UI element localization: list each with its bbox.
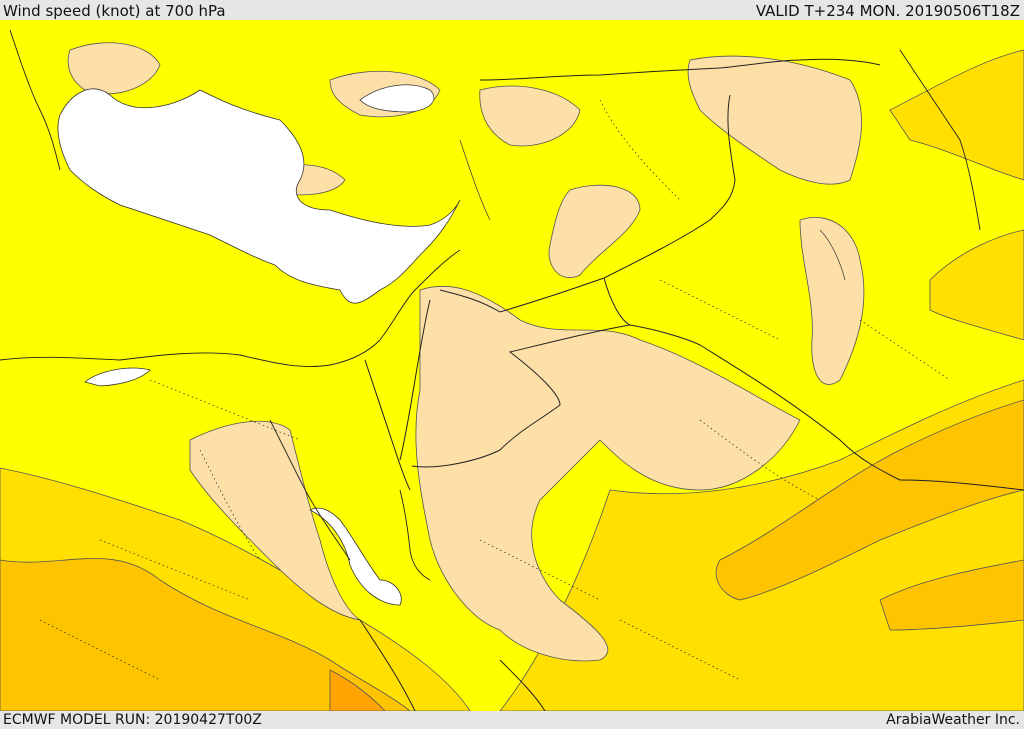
credit-label: ArabiaWeather Inc.	[886, 712, 1020, 728]
wind-band-orange-southeast-2	[879, 559, 1024, 631]
header-bar: Wind speed (knot) at 700 hPa VALID T+234…	[0, 0, 1024, 20]
rivers	[459, 139, 846, 281]
wind-band-darkorange-southwest	[329, 669, 386, 711]
wind-band-peach-syria	[479, 85, 581, 147]
wind-band-orange-southwest	[0, 558, 411, 711]
wind-band-peach-iraq	[687, 55, 862, 185]
sea-mediterranean	[57, 88, 461, 304]
country-borders	[359, 58, 1024, 711]
wind-band-gold-northeast	[889, 49, 1024, 181]
wind-band-peach-eastern-iraq	[799, 217, 865, 385]
sea-marmara-black	[359, 84, 435, 113]
wind-band-peach-northwest	[67, 42, 161, 95]
footer-bar: ECMWF MODEL RUN: 20190427T00Z ArabiaWeat…	[0, 711, 1024, 729]
wind-band-orange-southeast	[715, 399, 1024, 601]
sea-nile-delta	[84, 367, 151, 387]
model-run-label: ECMWF MODEL RUN: 20190427T00Z	[3, 712, 262, 728]
wind-band-peach-sinai	[189, 420, 361, 621]
coastlines	[0, 29, 981, 581]
wind-band-peach-central	[548, 184, 641, 278]
wind-speed-map	[0, 20, 1024, 711]
valid-time-label: VALID T+234 MON. 20190506T18Z	[755, 2, 1020, 20]
wind-band-gold-east	[929, 229, 1024, 341]
province-lines	[39, 99, 951, 681]
map-title: Wind speed (knot) at 700 hPa	[3, 2, 226, 20]
wind-band-peach-levant	[415, 285, 801, 662]
